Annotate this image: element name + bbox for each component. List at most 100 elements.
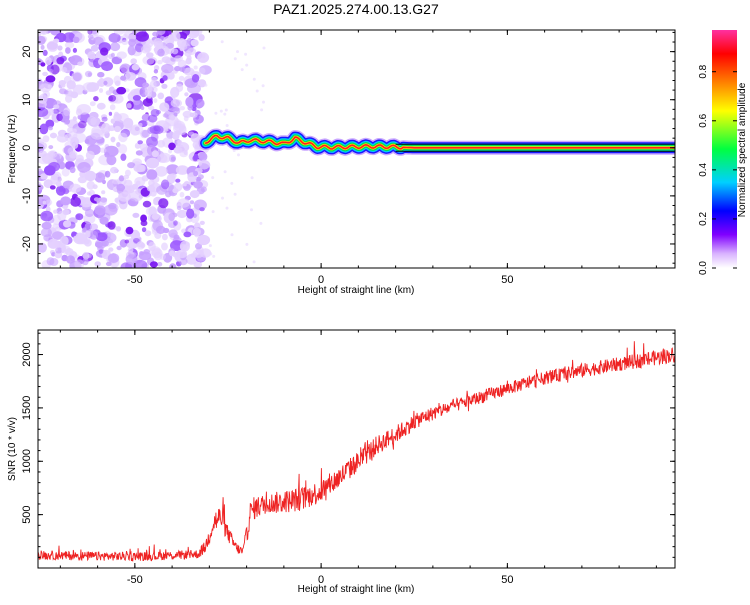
noise-speckle (84, 208, 94, 218)
noise-speckle (233, 192, 237, 196)
x-tick-label: -50 (127, 574, 143, 586)
noise-speckle (78, 120, 87, 129)
noise-speckle (49, 185, 56, 190)
noise-speckle (82, 82, 97, 93)
noise-speckle (189, 190, 200, 199)
y-tick-label: 500 (21, 505, 33, 523)
noise-speckle (61, 67, 68, 73)
noise-speckle (63, 220, 72, 228)
noise-speckle (127, 45, 136, 56)
noise-speckle (86, 116, 97, 126)
noise-speckle (114, 197, 120, 203)
noise-speckle (90, 129, 105, 140)
colorbar-tick-label: 0.2 (698, 212, 709, 226)
noise-speckle (55, 181, 62, 187)
noise-speckle (84, 239, 90, 245)
noise-speckle (200, 186, 207, 193)
noise-speckle (198, 34, 205, 42)
noise-speckle (221, 196, 224, 200)
noise-speckle (90, 45, 99, 52)
noise-speckle (190, 112, 198, 118)
noise-speckle (87, 30, 93, 35)
noise-speckle (44, 165, 56, 176)
noise-speckle (225, 124, 229, 127)
y-tick-label: -10 (21, 188, 33, 204)
noise-speckle (48, 150, 58, 158)
noise-speckle (84, 170, 97, 182)
noise-speckle (161, 63, 174, 74)
noise-speckle (149, 80, 157, 89)
noise-speckle (230, 181, 234, 185)
noise-speckle (72, 141, 79, 149)
noise-speckle (118, 175, 125, 182)
noise-speckle (72, 47, 77, 53)
noise-speckle (190, 39, 199, 47)
noise-speckle (144, 230, 152, 237)
noise-speckle (38, 150, 47, 157)
noise-speckle (161, 56, 171, 64)
noise-speckle (42, 90, 50, 99)
noise-speckle (118, 191, 131, 202)
noise-speckle (193, 180, 203, 189)
noise-speckle (67, 90, 74, 97)
noise-speckle (198, 161, 203, 166)
noise-speckle (58, 51, 64, 58)
noise-speckle (168, 142, 176, 151)
noise-speckle (121, 39, 129, 45)
noise-speckle (72, 36, 80, 43)
noise-speckle (151, 150, 159, 158)
noise-speckle (94, 261, 101, 267)
noise-speckle (159, 102, 170, 112)
noise-speckle (140, 214, 148, 223)
noise-speckle (197, 79, 207, 88)
noise-speckle (62, 188, 70, 195)
noise-speckle (110, 166, 118, 174)
noise-speckle (74, 232, 87, 243)
noise-speckle (204, 83, 208, 87)
noise-speckle (149, 190, 157, 197)
noise-speckle (245, 63, 249, 67)
noise-speckle (148, 241, 156, 252)
noise-speckle (197, 234, 211, 246)
snr-ticks: -50 0 50 500 1000 1500 2000 (21, 330, 675, 586)
noise-speckle (140, 106, 145, 110)
noise-speckle (38, 168, 43, 175)
noise-speckle (43, 179, 53, 189)
noise-speckle (93, 197, 100, 202)
noise-speckle (39, 83, 52, 93)
noise-speckle (120, 64, 129, 73)
noise-speckle (100, 47, 109, 56)
noise-speckle (67, 147, 76, 155)
noise-speckle (146, 136, 158, 148)
noise-speckle (156, 225, 166, 234)
noise-speckle (110, 136, 116, 143)
noise-speckle (113, 113, 122, 122)
noise-speckle (49, 68, 53, 74)
x-tick-label: 50 (501, 274, 513, 286)
noise-speckle (148, 105, 155, 111)
snr-frame (37, 329, 676, 569)
noise-speckle (83, 213, 96, 224)
noise-speckle (176, 249, 188, 259)
noise-speckle (127, 247, 134, 253)
noise-speckle (97, 71, 105, 78)
noise-speckle (116, 183, 126, 192)
noise-speckle (38, 242, 47, 253)
noise-speckle (57, 176, 62, 183)
noise-speckle (152, 86, 158, 93)
noise-speckle (75, 154, 84, 163)
noise-speckle (259, 221, 263, 225)
noise-speckle (170, 156, 176, 162)
noise-speckle (230, 233, 234, 237)
noise-speckle (116, 245, 122, 251)
noise-speckle (168, 114, 175, 121)
noise-speckle (101, 116, 108, 122)
noise-speckle (135, 150, 143, 156)
noise-speckle (193, 170, 199, 177)
noise-speckle (49, 132, 58, 139)
noise-speckle (64, 118, 71, 125)
noise-speckle (45, 199, 53, 206)
spectrogram-xlabel: Height of straight line (km) (298, 285, 415, 296)
noise-speckle (171, 31, 181, 42)
noise-speckle (140, 45, 151, 54)
